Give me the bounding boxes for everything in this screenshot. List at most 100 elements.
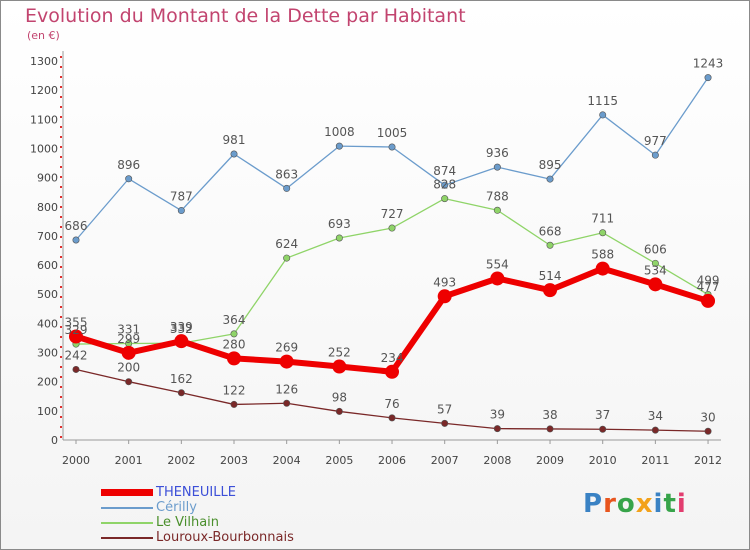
data-label: 606 <box>644 242 667 256</box>
data-point <box>546 241 554 249</box>
data-label: 234 <box>381 351 404 365</box>
logo-letter: t <box>663 489 677 519</box>
y-tick-label: 600 <box>37 259 58 272</box>
data-label: 788 <box>486 189 509 203</box>
data-point <box>651 426 659 434</box>
data-label: 38 <box>542 408 557 422</box>
data-label: 269 <box>275 341 298 355</box>
data-label: 252 <box>328 346 351 360</box>
data-label: 1005 <box>377 126 408 140</box>
data-point <box>651 259 659 267</box>
data-point <box>437 289 452 304</box>
data-label: 280 <box>223 337 246 351</box>
data-label: 727 <box>381 207 404 221</box>
data-point <box>546 175 554 183</box>
legend-label: Le Vilhain <box>156 515 220 530</box>
data-label: 122 <box>223 383 246 397</box>
data-label: 936 <box>486 146 509 160</box>
logo-letter: i <box>653 489 664 519</box>
data-point <box>125 378 133 386</box>
data-label: 339 <box>170 320 193 334</box>
y-tick-label: 100 <box>37 405 58 418</box>
logo-letter: r <box>603 489 617 519</box>
y-tick-label: 500 <box>37 288 58 301</box>
x-tick-label: 2005 <box>325 454 353 467</box>
data-label: 332 <box>170 322 193 336</box>
x-tick-label: 2008 <box>483 454 511 467</box>
x-tick-label: 2002 <box>167 454 195 467</box>
chart-subtitle: (en €) <box>27 29 60 42</box>
data-label: 37 <box>595 408 610 422</box>
data-label: 493 <box>433 275 456 289</box>
y-tick-label: 1300 <box>30 55 58 68</box>
data-point <box>441 419 449 427</box>
data-label: 624 <box>275 237 298 251</box>
legend-swatch <box>101 506 153 509</box>
data-point <box>227 351 242 366</box>
data-label: 554 <box>486 257 509 271</box>
data-point <box>543 283 558 298</box>
legend-item: Cérilly <box>101 500 294 515</box>
data-point <box>388 224 396 232</box>
data-label: 242 <box>65 348 88 362</box>
data-point <box>121 345 136 360</box>
data-point <box>493 425 501 433</box>
data-point <box>701 293 716 308</box>
data-label: 668 <box>539 224 562 238</box>
y-tick-label: 900 <box>37 172 58 185</box>
data-point <box>388 143 396 151</box>
chart-title: Evolution du Montant de la Dette par Hab… <box>25 5 466 27</box>
data-label: 686 <box>65 219 88 233</box>
data-label: 98 <box>332 390 347 404</box>
data-label: 34 <box>648 409 663 423</box>
x-tick-label: 2000 <box>62 454 90 467</box>
data-point <box>599 229 607 237</box>
data-point <box>283 399 291 407</box>
logo-letter: o <box>616 489 636 519</box>
data-point <box>490 271 505 286</box>
legend-swatch <box>101 521 153 524</box>
x-tick-label: 2003 <box>220 454 248 467</box>
logo-letter: x <box>635 489 654 519</box>
y-tick-label: 400 <box>37 317 58 330</box>
data-point <box>335 407 343 415</box>
y-tick-label: 300 <box>37 347 58 360</box>
data-point <box>72 236 80 244</box>
data-label: 693 <box>328 217 351 231</box>
proxiti-logo: Proxiti <box>583 489 687 519</box>
legend-label: THENEUILLE <box>156 485 236 500</box>
data-label: 331 <box>117 323 140 337</box>
data-label: 1115 <box>587 94 618 108</box>
data-label: 355 <box>65 316 88 330</box>
data-label: 499 <box>697 274 720 288</box>
data-label: 1008 <box>324 125 355 139</box>
data-point <box>388 414 396 422</box>
data-point <box>599 111 607 119</box>
chart-legend: THENEUILLE Cérilly Le Vilhain Louroux-Bourb… <box>101 485 294 545</box>
x-tick-label: 2010 <box>589 454 617 467</box>
data-point <box>279 354 294 369</box>
y-tick-label: 0 <box>51 434 58 447</box>
x-tick-label: 2012 <box>694 454 722 467</box>
data-point <box>493 206 501 214</box>
data-label: 30 <box>700 410 715 424</box>
data-point <box>332 359 347 374</box>
data-point <box>704 74 712 82</box>
data-label: 57 <box>437 402 452 416</box>
data-point <box>599 425 607 433</box>
legend-swatch <box>101 536 153 539</box>
data-label: 981 <box>223 133 246 147</box>
data-label: 896 <box>117 158 140 172</box>
x-tick-label: 2004 <box>273 454 301 467</box>
legend-swatch <box>101 489 153 496</box>
data-point <box>125 175 133 183</box>
data-label: 828 <box>433 178 456 192</box>
y-tick-label: 700 <box>37 230 58 243</box>
data-label: 1243 <box>693 57 724 71</box>
data-label: 162 <box>170 372 193 386</box>
data-label: 534 <box>644 263 667 277</box>
data-label: 895 <box>539 158 562 172</box>
data-label: 588 <box>591 248 614 262</box>
data-point <box>335 142 343 150</box>
